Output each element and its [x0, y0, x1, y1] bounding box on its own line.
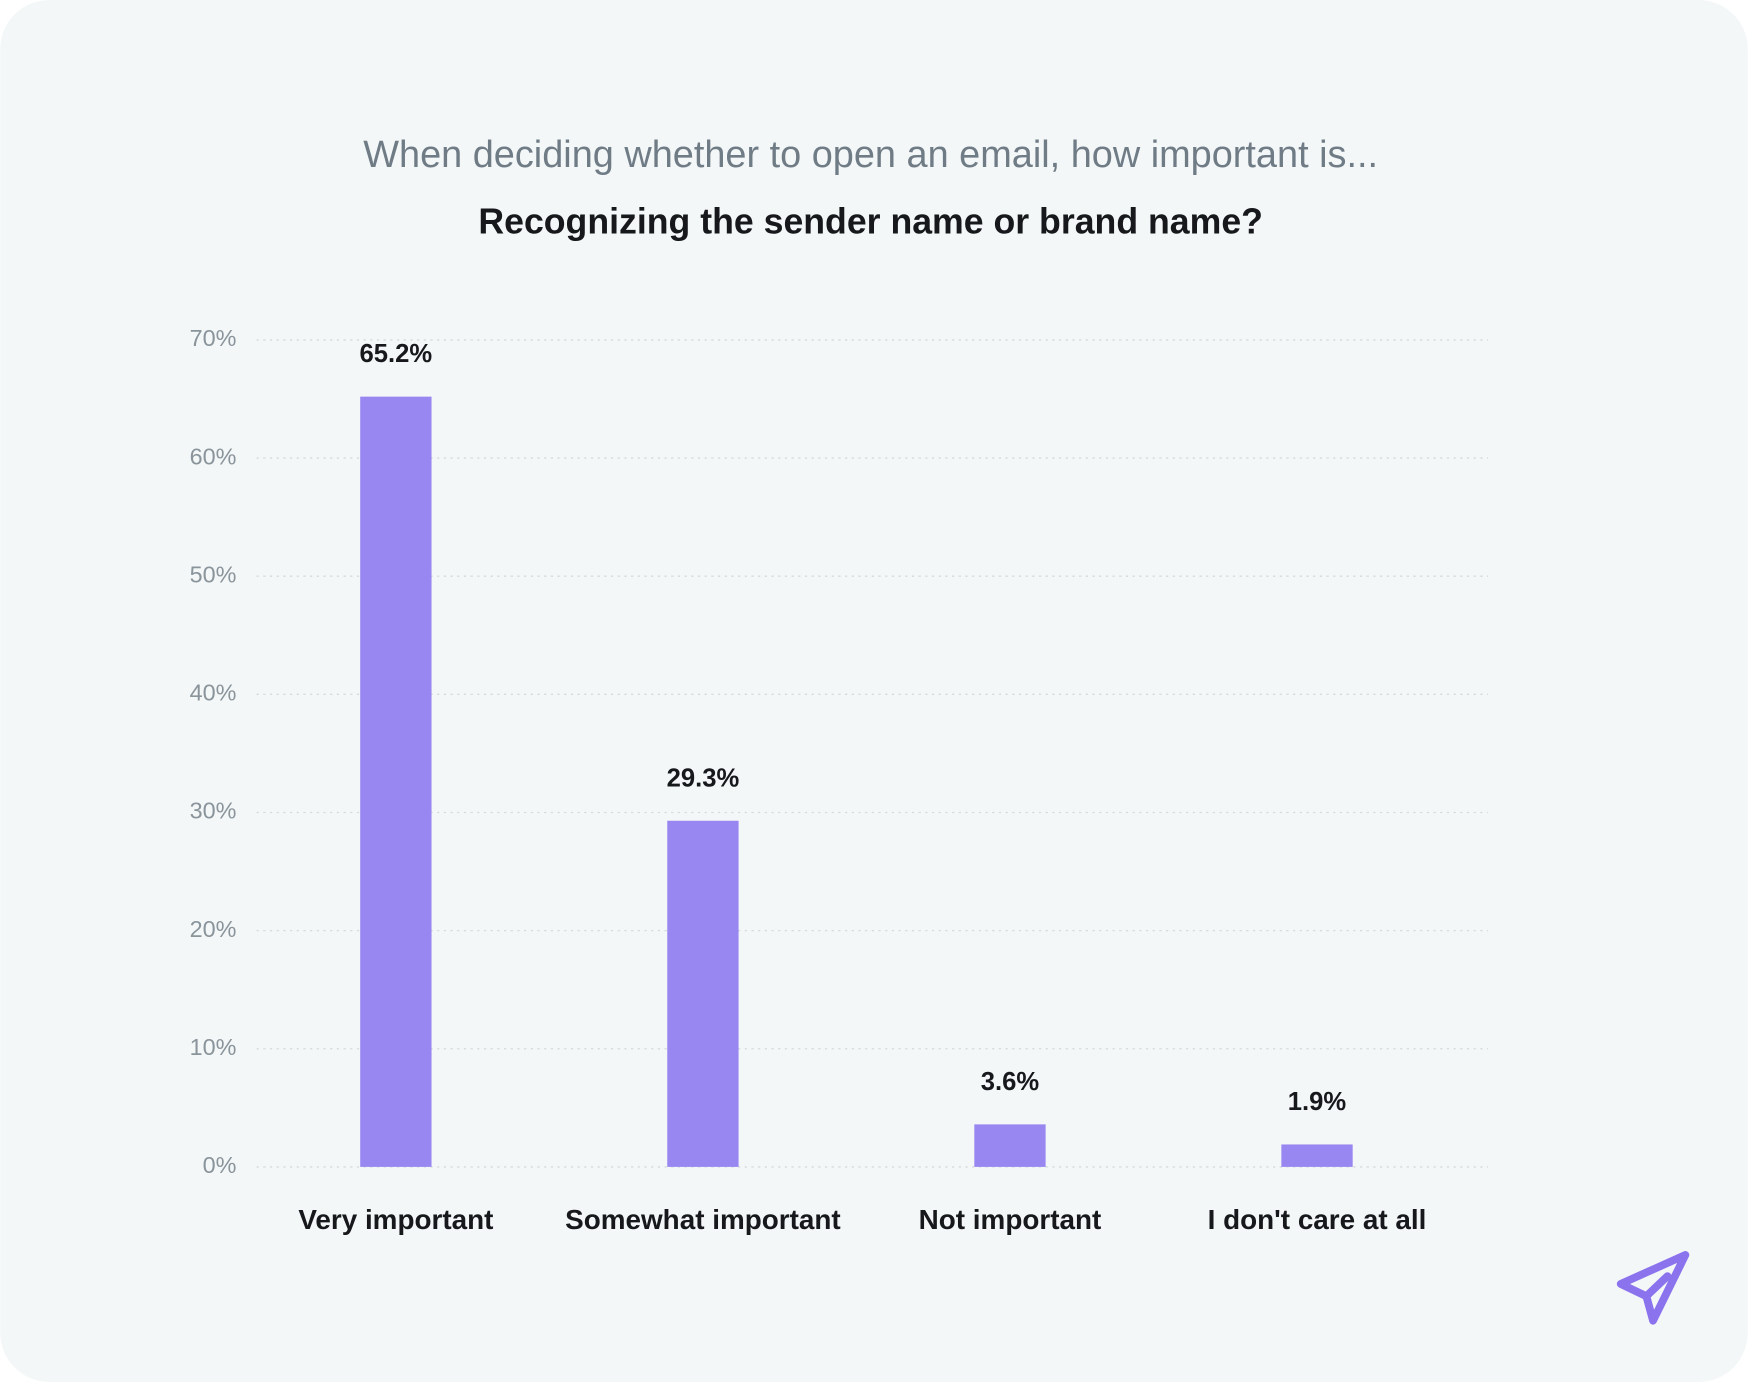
- bar: [360, 396, 432, 1167]
- x-tick-label: Very important: [298, 1204, 493, 1235]
- y-tick-label: 0%: [203, 1152, 237, 1178]
- y-tick-label: 60%: [190, 443, 237, 469]
- x-tick-label: Not important: [919, 1204, 1102, 1235]
- chart-title: Recognizing the sender name or brand nam…: [478, 201, 1263, 241]
- logo: [1616, 1251, 1690, 1325]
- y-tick-label: 30%: [190, 798, 237, 824]
- bar: [974, 1124, 1046, 1167]
- y-tick-label: 20%: [190, 916, 237, 942]
- y-tick-label: 50%: [190, 561, 237, 587]
- y-tick-label: 70%: [190, 325, 237, 351]
- logo-fold: [1642, 1272, 1672, 1301]
- chart-subtitle: When deciding whether to open an email, …: [363, 134, 1378, 176]
- x-tick-label: I don't care at all: [1208, 1204, 1427, 1235]
- x-tick-label: Somewhat important: [565, 1204, 841, 1235]
- value-label: 65.2%: [360, 340, 433, 368]
- y-tick-label: 40%: [190, 680, 237, 706]
- y-tick-label: 10%: [190, 1034, 237, 1060]
- value-label: 1.9%: [1288, 1088, 1347, 1116]
- value-label: 3.6%: [981, 1068, 1040, 1096]
- bar: [667, 820, 739, 1167]
- value-label: 29.3%: [667, 764, 740, 792]
- bar: [1281, 1144, 1353, 1167]
